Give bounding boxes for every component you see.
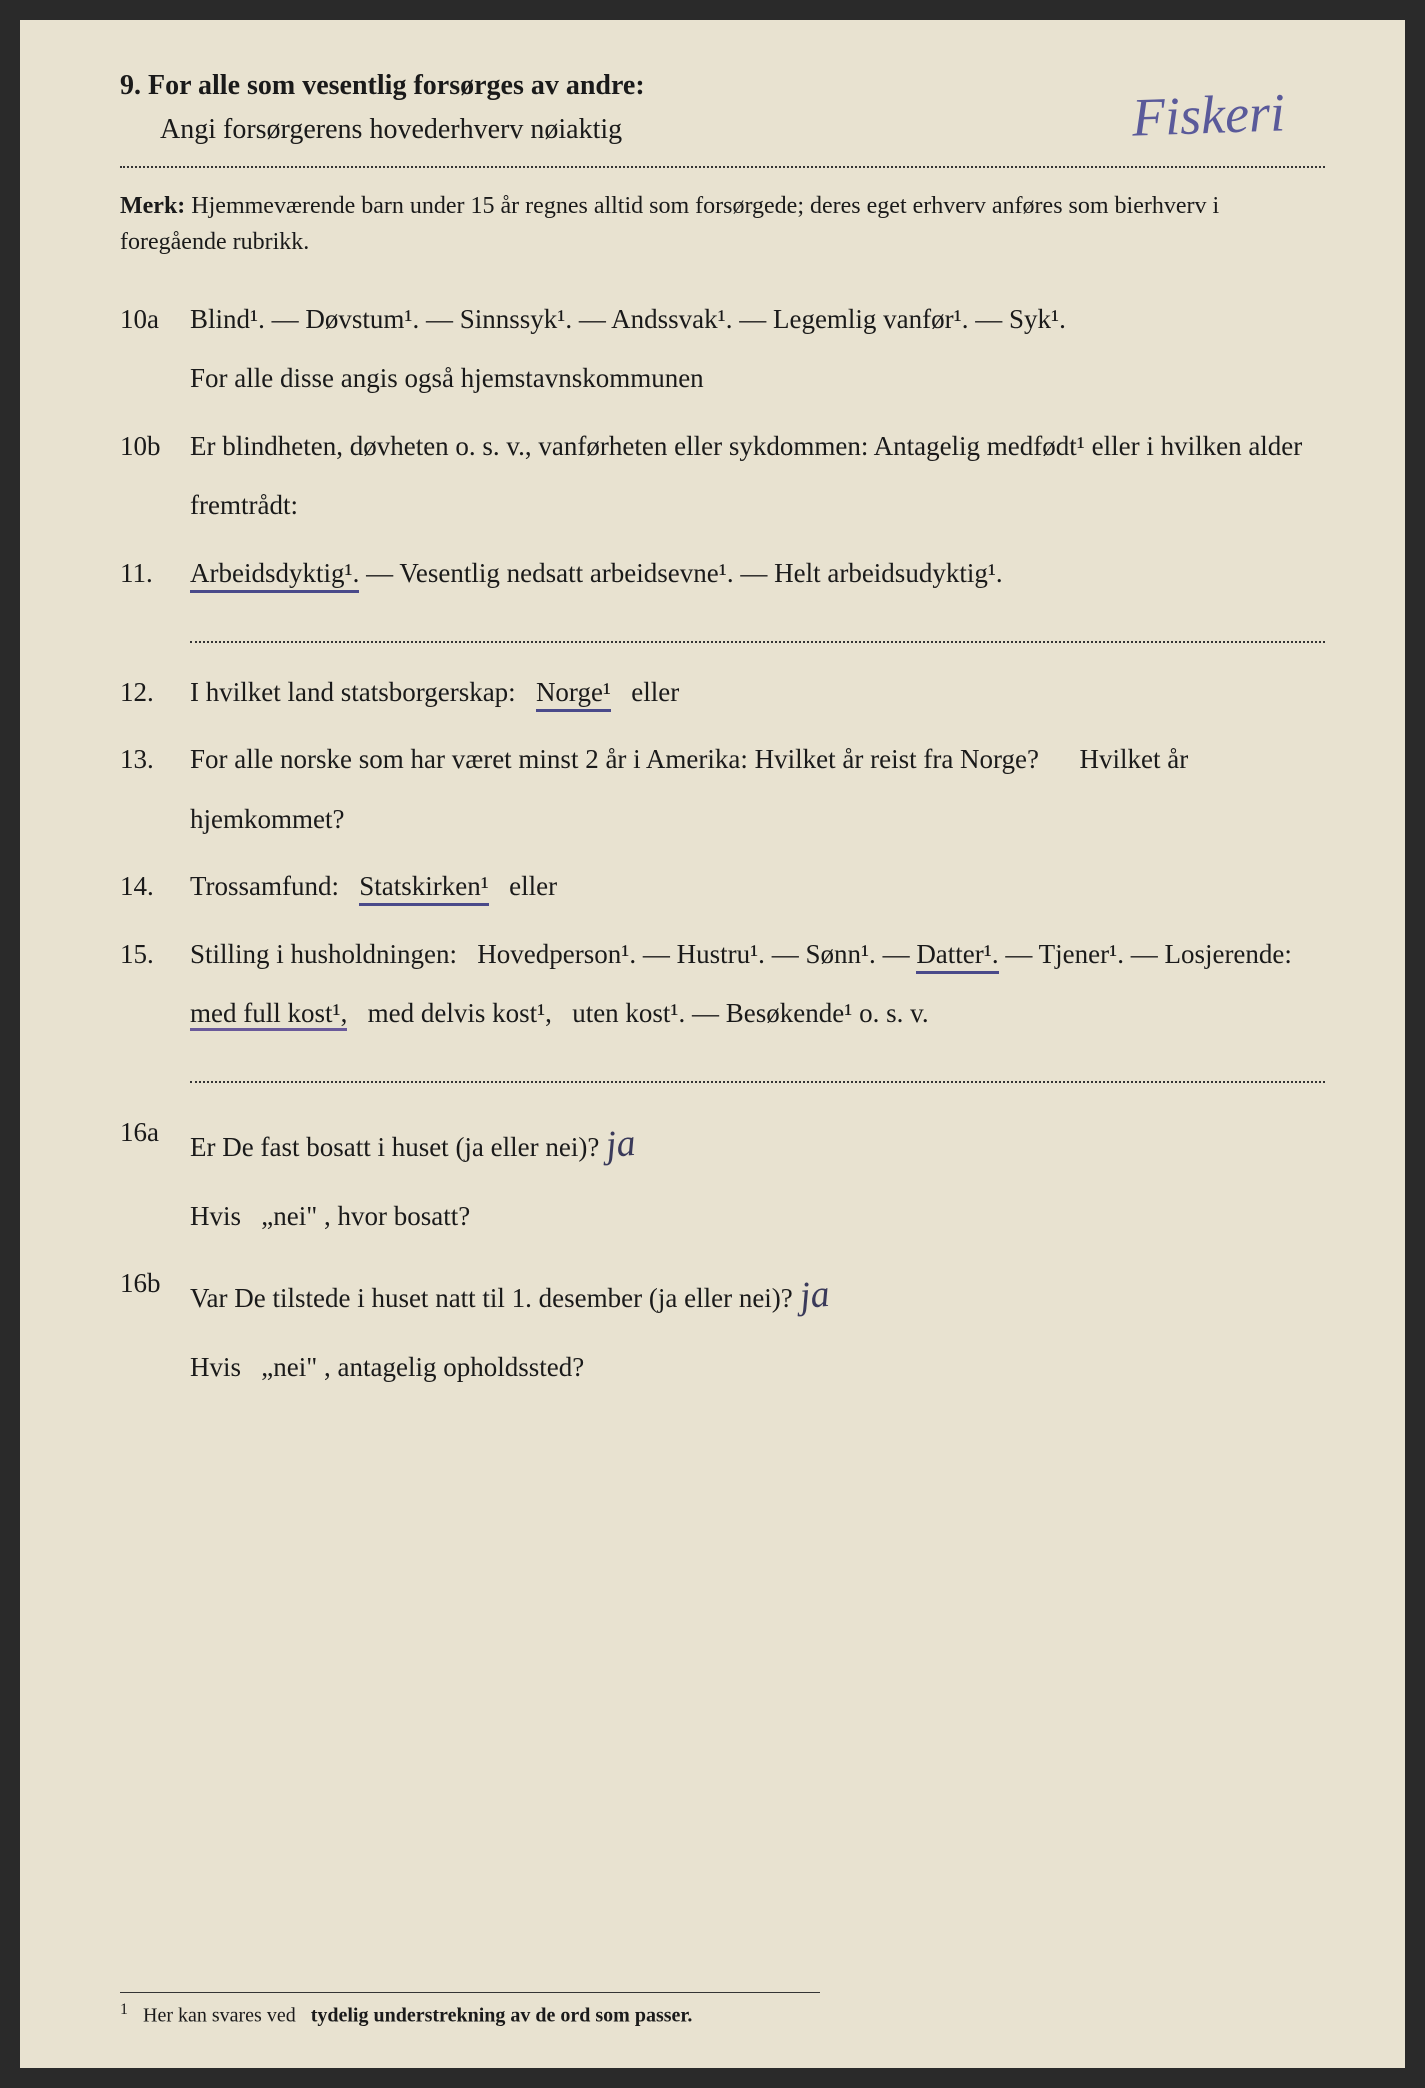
q14-or: eller: [509, 871, 557, 901]
q16b-answer: ja: [796, 1253, 833, 1339]
q15-kost-1: med delvis kost¹,: [368, 998, 552, 1028]
q15-kost-2: uten kost¹.: [572, 998, 685, 1028]
merk-note: Merk: Hjemmeværende barn under 15 år reg…: [120, 188, 1325, 260]
q16b-text: Var De tilstede i huset natt til 1. dese…: [190, 1283, 793, 1313]
merk-text: Hjemmeværende barn under 15 år regnes al…: [120, 193, 1219, 255]
sep: —: [579, 304, 611, 334]
q12-num: 12.: [120, 663, 190, 722]
q16a-num: 16a: [120, 1103, 190, 1246]
q10a-opt-2: Sinnssyk¹.: [460, 304, 572, 334]
q15-opt-0: Hovedperson¹.: [477, 939, 636, 969]
q15-kost-0-underlined: med full kost¹,: [190, 998, 347, 1031]
q15-losjerende: Losjerende:: [1164, 939, 1291, 969]
q16b: 16b Var De tilstede i huset natt til 1. …: [120, 1254, 1325, 1397]
q16b-body: Var De tilstede i huset natt til 1. dese…: [190, 1254, 1325, 1397]
footnote-text-pre: Her kan svares ved: [143, 2005, 296, 2027]
q14: 14. Trossamfund: Statskirken¹ eller: [120, 857, 1325, 916]
q10a-opt-3: Andssvak¹.: [611, 304, 732, 334]
q12-body: I hvilket land statsborgerskap: Norge¹ e…: [190, 663, 1325, 722]
q15-text: Stilling i husholdningen:: [190, 939, 457, 969]
q15-opt-4: Tjener¹.: [1039, 939, 1124, 969]
q15-besok: Besøkende¹ o. s. v.: [726, 998, 929, 1028]
sep: —: [1131, 939, 1165, 969]
document-page: 9. For alle som vesentlig forsørges av a…: [20, 20, 1405, 2068]
q9-subtext-row: Angi forsørgerens hovederhverv nøiaktig …: [160, 114, 1325, 146]
q12-opt-underlined: Norge¹: [536, 677, 611, 712]
q15-opt-1: Hustru¹.: [677, 939, 765, 969]
q16a-body: Er De fast bosatt i huset (ja eller nei)…: [190, 1103, 1325, 1246]
q16a-line2-post: , hvor bosatt?: [324, 1201, 470, 1231]
sep: —: [426, 304, 460, 334]
footnote: 1 Her kan svares ved tydelig understrekn…: [120, 1992, 820, 2028]
q10a: 10a Blind¹. — Døvstum¹. — Sinnssyk¹. — A…: [120, 290, 1325, 409]
q13-body: For alle norske som har været minst 2 år…: [190, 730, 1325, 849]
q10b-body: Er blindheten, døvheten o. s. v., vanfør…: [190, 417, 1325, 536]
q10b-num: 10b: [120, 417, 190, 536]
blank-dotted-row: [190, 613, 1325, 643]
q10a-line2: For alle disse angis også hjemstavnskomm…: [190, 363, 704, 393]
q16a: 16a Er De fast bosatt i huset (ja eller …: [120, 1103, 1325, 1246]
sep: —: [883, 939, 917, 969]
sep: —: [740, 558, 774, 588]
sep: —: [1005, 939, 1038, 969]
q16b-line2-post: , antagelig opholdssted?: [324, 1352, 584, 1382]
q12-or: eller: [631, 677, 679, 707]
q12: 12. I hvilket land statsborgerskap: Norg…: [120, 663, 1325, 722]
q16a-answer: ja: [603, 1102, 640, 1188]
q11-opt1-underlined: Arbeidsdyktig¹.: [190, 558, 359, 593]
q16a-line2-pre: Hvis: [190, 1201, 241, 1231]
q15-num: 15.: [120, 925, 190, 1044]
sep: —: [772, 939, 806, 969]
q13-num: 13.: [120, 730, 190, 849]
sep: —: [643, 939, 677, 969]
q11-opt2: Vesentlig nedsatt arbeidsevne¹.: [399, 558, 733, 588]
q10a-num: 10a: [120, 290, 190, 409]
sep: —: [739, 304, 773, 334]
footnote-text-bold: tydelig understrekning av de ord som pas…: [311, 2005, 693, 2027]
q13-text: For alle norske som har været minst 2 år…: [190, 744, 1039, 774]
merk-label: Merk:: [120, 193, 185, 219]
sep: —: [975, 304, 1009, 334]
q15-body: Stilling i husholdningen: Hovedperson¹. …: [190, 925, 1325, 1044]
q14-num: 14.: [120, 857, 190, 916]
sep: —: [366, 558, 399, 588]
q16a-text: Er De fast bosatt i huset (ja eller nei)…: [190, 1132, 599, 1162]
q10b: 10b Er blindheten, døvheten o. s. v., va…: [120, 417, 1325, 536]
q9-num: 9.: [120, 70, 141, 101]
q10a-opt-4: Legemlig vanfør¹.: [773, 304, 969, 334]
q11-num: 11.: [120, 544, 190, 603]
q10a-opt-1: Døvstum¹.: [305, 304, 419, 334]
blank-dotted-row: [190, 1053, 1325, 1083]
q15: 15. Stilling i husholdningen: Hovedperso…: [120, 925, 1325, 1044]
q13: 13. For alle norske som har været minst …: [120, 730, 1325, 849]
q15-opt-2: Sønn¹.: [805, 939, 875, 969]
q14-body: Trossamfund: Statskirken¹ eller: [190, 857, 1325, 916]
sep: —: [692, 998, 726, 1028]
q10a-opt-0: Blind¹.: [190, 304, 265, 334]
q12-text: I hvilket land statsborgerskap:: [190, 677, 516, 707]
q16b-line2-quote: „nei": [261, 1352, 317, 1382]
q11-body: Arbeidsdyktig¹. — Vesentlig nedsatt arbe…: [190, 544, 1325, 603]
sep: —: [272, 304, 306, 334]
footnote-marker: 1: [120, 2001, 128, 2018]
divider: [120, 166, 1325, 168]
q9-handwritten-answer: Fiskeri: [1131, 81, 1286, 148]
q16a-line2-quote: „nei": [261, 1201, 317, 1231]
q11-opt3: Helt arbeidsudyktig¹.: [774, 558, 1003, 588]
q11: 11. Arbeidsdyktig¹. — Vesentlig nedsatt …: [120, 544, 1325, 603]
q9-subtext: Angi forsørgerens hovederhverv nøiaktig: [160, 114, 622, 145]
q15-opt-3-underlined: Datter¹.: [916, 939, 998, 974]
q10a-body: Blind¹. — Døvstum¹. — Sinnssyk¹. — Andss…: [190, 290, 1325, 409]
q14-text: Trossamfund:: [190, 871, 339, 901]
q10a-opt-5: Syk¹.: [1009, 304, 1066, 334]
q9-title: For alle som vesentlig forsørges av andr…: [148, 70, 645, 101]
q14-opt-underlined: Statskirken¹: [359, 871, 489, 906]
q16b-line2-pre: Hvis: [190, 1352, 241, 1382]
q16b-num: 16b: [120, 1254, 190, 1397]
